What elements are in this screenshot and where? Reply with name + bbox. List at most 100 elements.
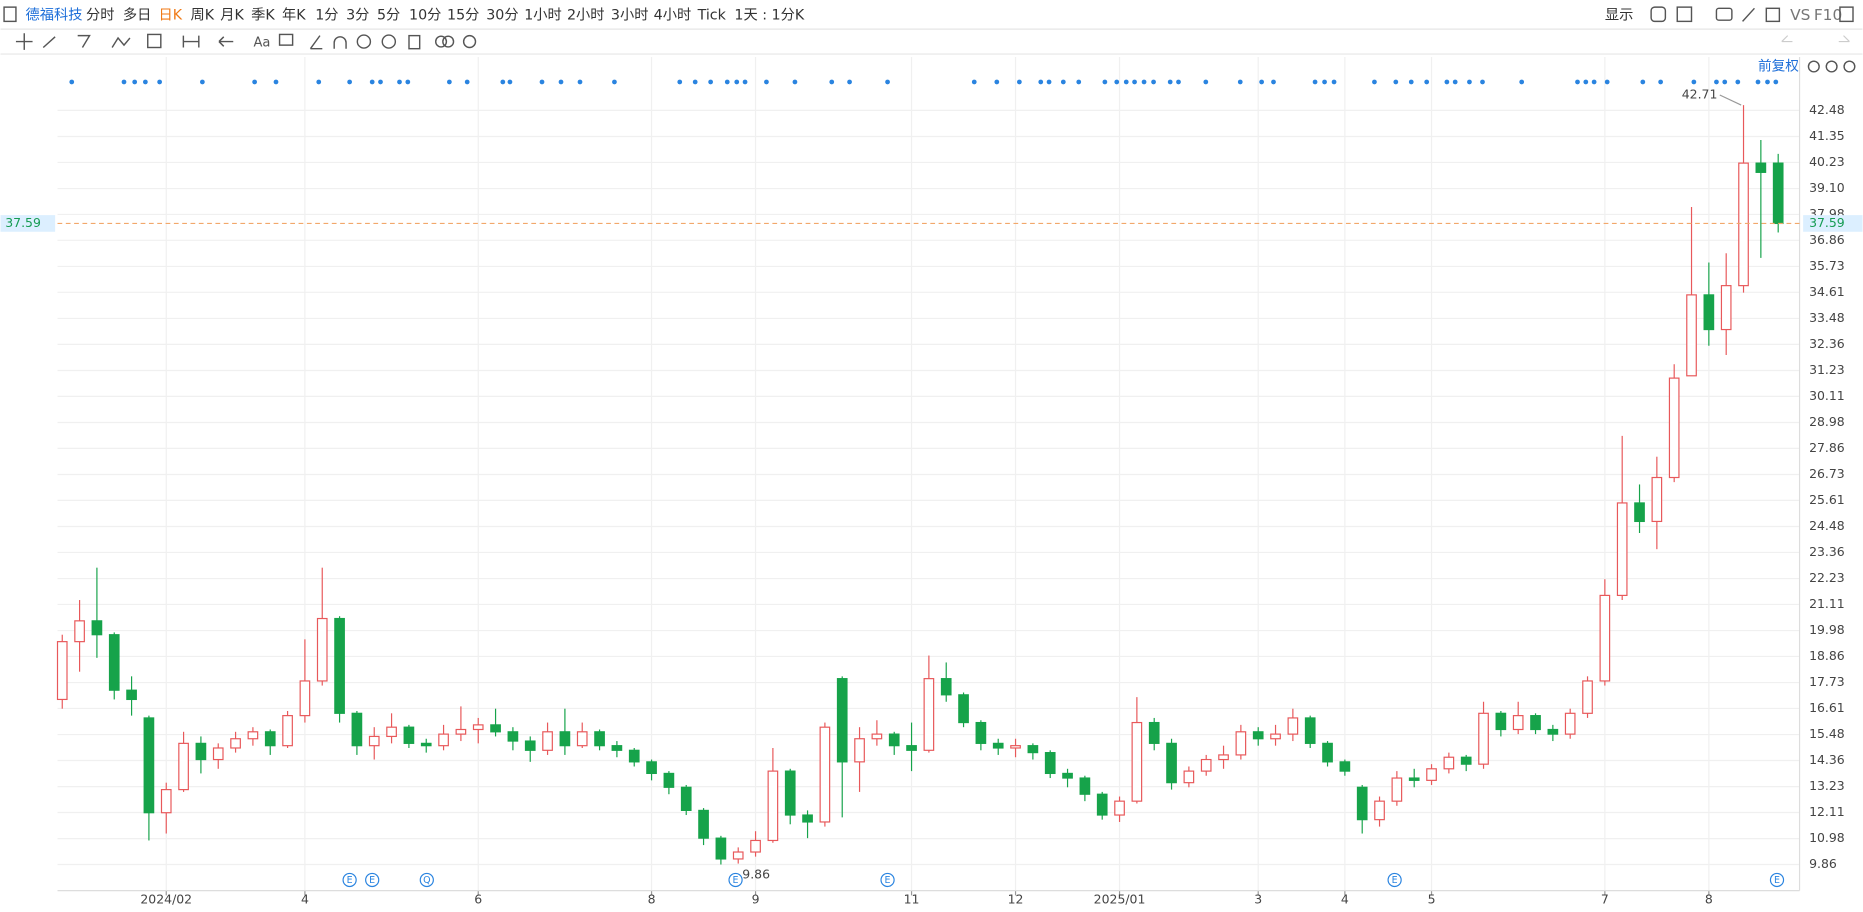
period-tab[interactable]: 季K [251,6,275,23]
period-tab[interactable]: 分时 [86,6,115,23]
event-marker[interactable] [880,872,895,888]
event-marker[interactable] [342,872,357,888]
zoom-in[interactable] [1843,60,1856,73]
undo[interactable] [1781,35,1793,43]
period-tab[interactable]: 日K [158,7,182,23]
compare-tool[interactable] [442,35,455,48]
event-marker[interactable] [728,872,743,888]
signal-dot [369,79,375,85]
signal-dot [1259,79,1264,85]
candle-body [299,680,311,717]
interval-select[interactable]: 1天 : 1分K [734,6,804,23]
event-marker[interactable] [1387,872,1402,888]
y-tick-label: 42.48 [1809,102,1845,117]
period-tab[interactable]: 5分 [377,6,400,23]
period-tab[interactable]: 年K [282,6,306,23]
period-tab[interactable]: 30分 [486,6,518,23]
period-tab[interactable]: 4小时 [654,6,692,23]
event-marker[interactable] [419,872,434,888]
signal-dot [143,79,148,85]
period-tab[interactable]: 1分 [315,6,338,23]
display-menu[interactable]: 显示 [1605,7,1634,23]
pen-icon[interactable] [1742,7,1755,22]
candle-body [316,617,328,682]
event-label: E [733,875,739,886]
sidebar-toggle[interactable] [3,6,17,23]
y-tick-label: 26.73 [1809,466,1845,481]
signal-dot [1393,79,1399,85]
candle-body [1530,715,1541,731]
move-tool[interactable] [15,33,33,50]
candle-body [784,770,796,816]
candle-body [940,678,952,696]
compare-tool[interactable] [435,35,448,48]
signal-dot [1575,79,1580,85]
candle-body [1322,742,1333,763]
channel-tool[interactable] [77,34,91,48]
reset-zoom[interactable] [1807,60,1820,73]
f10-button[interactable]: F10 [1814,6,1843,24]
candle-body [888,733,900,747]
lock-tool[interactable] [356,34,372,49]
period-tab[interactable]: 2小时 [567,6,605,23]
settings-icon[interactable] [1650,6,1667,23]
signal-dot [121,79,127,85]
signal-dot [1312,79,1318,85]
y-tick-label: 30.11 [1809,388,1845,403]
camera-icon[interactable] [1715,7,1733,21]
signal-dot [1691,79,1697,85]
signal-dot [1714,79,1719,85]
wave-tool[interactable] [111,36,131,48]
fullscreen-icon[interactable] [1765,7,1781,23]
candle-body [1356,786,1368,821]
delete-tool[interactable] [408,34,421,50]
period-tab[interactable]: 周K [191,7,215,23]
period-tab[interactable]: 10分 [409,6,441,23]
redo[interactable] [1838,35,1850,43]
signal-dot [1331,79,1337,85]
event-label: E [885,875,891,886]
hide-tool[interactable] [381,34,397,49]
angle-tool[interactable] [309,35,323,50]
period-tab[interactable]: 多日 [123,6,152,23]
candle-body [542,731,553,751]
range-tool[interactable] [182,35,200,48]
signal-dot [1017,79,1022,85]
stock-name[interactable]: 德福科技 [25,6,82,23]
adjust-mode[interactable]: 前复权 [1758,58,1799,75]
event-marker[interactable] [365,872,380,888]
candle-body [594,731,605,747]
candle-body [646,761,657,775]
period-tab[interactable]: 月K [220,7,244,23]
period-tab[interactable]: 3分 [346,6,369,23]
comment-tool[interactable] [278,33,294,46]
arrow-tool[interactable] [218,36,234,47]
zoom-out[interactable] [1825,60,1838,73]
layout-icon[interactable] [1676,6,1693,23]
signal-dot [539,79,545,85]
measure-tool[interactable] [147,33,162,49]
period-tab[interactable]: 3小时 [611,6,649,23]
line-tool[interactable] [42,36,56,49]
text-tool-icon[interactable]: Aa [253,35,270,50]
candle-body [1616,502,1628,597]
draw-settings[interactable] [462,34,477,49]
signal-dot [1102,79,1108,85]
signal-dot [1735,79,1741,85]
candle-body [1166,742,1177,784]
candle-body [1547,728,1559,735]
y-tick-label: 23.36 [1809,544,1845,559]
period-tab[interactable]: 15分 [447,6,479,23]
price-tag [1803,215,1863,232]
signal-dot [273,79,279,85]
vs-button[interactable]: VS [1790,6,1810,24]
y-tick-label: 16.61 [1809,700,1845,715]
period-tab[interactable]: Tick [697,7,727,23]
magnet-tool[interactable] [333,36,347,49]
period-tab[interactable]: 1小时 [524,6,562,23]
y-tick-label: 22.23 [1809,570,1845,585]
panel-toggle[interactable] [1839,6,1854,23]
candle-body [524,740,536,751]
event-marker[interactable] [1769,872,1785,888]
